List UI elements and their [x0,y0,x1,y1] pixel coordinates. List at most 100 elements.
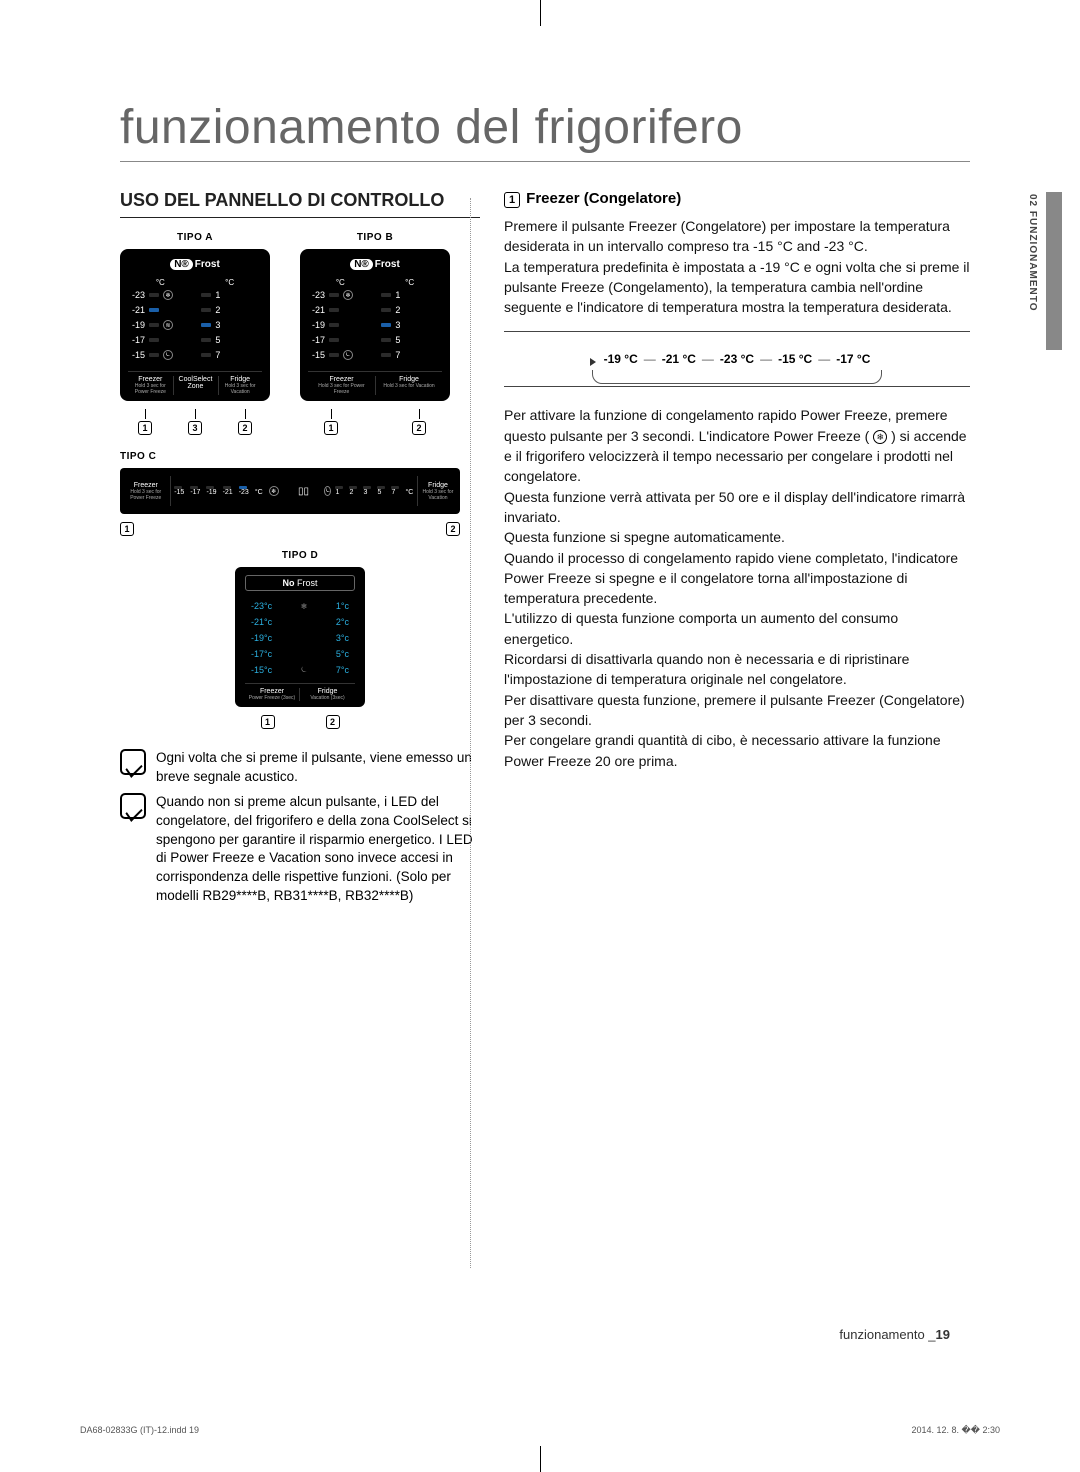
cycle-loop-line [592,370,883,384]
note-icon [120,793,146,819]
fridge-button[interactable]: FridgeHold 3 sec for Vacation [218,376,262,395]
power-freeze-p7: Per disattivare questa funzione, premere… [504,690,970,731]
panel-b-callouts: 1 2 [300,409,450,435]
freezer-intro-1: Premere il pulsante Freezer (Congelatore… [504,216,970,257]
fridge-temp-col: °C 1 2 3 5 7 [201,278,258,365]
freezer-intro-2: La temperatura predefinita è impostata a… [504,257,970,318]
led-icon [201,353,211,357]
fridge-temp-col: °C 1 2 3 5 7 [381,278,438,365]
nofrost-badge: N®Frost [308,259,442,270]
panel-d-callouts: 1 2 [235,715,365,729]
freezer-temp-col: °C -23❄ -21 -19 -17 -15⏾ [312,278,369,365]
vacation-icon: ⏾ [324,486,331,496]
power-freeze-p1: Per attivare la funzione di congelamento… [504,405,970,486]
print-file-info: DA68-02833G (IT)-12.indd 19 [80,1425,199,1436]
tipo-b-label: TIPO B [300,232,450,243]
panel-tipo-b-wrap: TIPO B N®Frost °C -23❄ -21 -19 -17 [300,232,450,435]
tipo-d-label: TIPO D [120,550,480,561]
led-icon [149,338,159,342]
left-column: USO DEL PANNELLO DI CONTROLLO TIPO A N®F… [120,190,480,906]
nofrost-badge: No Frost [245,575,355,591]
power-freeze-icon: ❄ [343,290,353,300]
panel-c-callouts: 1 2 [120,522,460,536]
led-icon [329,308,339,312]
led-icon [329,353,339,357]
power-freeze-icon: ❄ [269,486,279,496]
note-icon [120,749,146,775]
section-tab [1046,192,1062,350]
note-1: Ogni volta che si preme il pulsante, vie… [120,749,480,787]
led-icon [149,293,159,297]
vacation-icon: ⏾ [163,350,173,360]
power-freeze-p4: Quando il processo di congelamento rapid… [504,548,970,609]
section-tab-label: 02 FUNZIONAMENTO [1027,194,1038,312]
power-freeze-p2: Questa funzione verrà attivata per 50 or… [504,487,970,528]
divider [170,476,171,506]
power-freeze-p6: Ricordarsi di disattivarla quando non è … [504,649,970,690]
panel-tipo-c: Freezer Hold 3 sec for Power Freeze -15 … [120,468,460,514]
control-panel-heading: USO DEL PANNELLO DI CONTROLLO [120,190,480,218]
crop-mark-top [540,0,541,26]
led-icon [201,323,211,327]
led-icon [381,338,391,342]
nofrost-badge: N®Frost [128,259,262,270]
temperature-cycle-diagram: -19 °C— -21 °C— -23 °C— -15 °C— -17 °C [504,331,970,387]
fridge-button[interactable]: FridgeVacation (3sec) [300,688,355,701]
led-icon [329,293,339,297]
freezer-button[interactable]: Freezer Hold 3 sec for Power Freeze [126,482,166,501]
page-footer: funzionamento _19 [839,1327,950,1342]
print-marks: DA68-02833G (IT)-12.indd 19 2014. 12. 8.… [80,1425,1000,1436]
freezer-button[interactable]: FreezerHold 3 sec for Power Freeze [128,376,172,395]
page-title: funzionamento del frigorifero [120,100,970,162]
arrow-icon [590,358,596,366]
door-icon: ▯▯ [298,486,309,497]
right-column: 1 Freezer (Congelatore) Premere il pulsa… [504,190,970,906]
power-freeze-icon: ❄ [163,290,173,300]
coolselect-icon: ≋ [163,320,173,330]
column-divider [470,198,471,1268]
panel-d-buttons: FreezerPower Freeze (3sec) FridgeVacatio… [245,683,355,701]
fridge-button[interactable]: Fridge Hold 3 sec for Vacation [422,482,454,501]
panel-a-callouts: 1 3 2 [120,409,270,435]
print-timestamp: 2014. 12. 8. �� 2:30 [911,1425,1000,1436]
led-icon [201,293,211,297]
led-icon [149,323,159,327]
led-icon [329,323,339,327]
tipo-c-label: TIPO C [120,451,480,462]
power-freeze-icon: ❄ [298,602,310,611]
page-content: funzionamento del frigorifero 02 FUNZION… [120,100,970,906]
vacation-icon: ⏾ [343,350,353,360]
freezer-temp-col: °C -23❄ -21 -19≋ -17 -15⏾ [132,278,189,365]
panel-tipo-d: No Frost -23°c❄1°c -21°c2°c -19°c3°c -17… [235,567,365,707]
led-icon [201,338,211,342]
power-freeze-p8: Per congelare grandi quantità di cibo, è… [504,730,970,771]
freezer-scale: -15 -17 -19 -21 -23 °C ❄ [174,486,278,496]
power-freeze-icon: ❄ [873,430,887,444]
led-icon [201,308,211,312]
coolselect-button[interactable]: CoolSelect Zone [173,376,217,395]
note-2: Quando non si preme alcun pulsante, i LE… [120,793,480,906]
led-icon [149,308,159,312]
fridge-button[interactable]: FridgeHold 3 sec for Vacation [375,376,442,395]
panel-b-buttons: FreezerHold 3 sec for Power Freeze Fridg… [308,371,442,395]
freezer-section-heading: 1 Freezer (Congelatore) [504,190,970,208]
led-icon [381,308,391,312]
panel-tipo-a-wrap: TIPO A N®Frost °C -23❄ -21 -19≋ -17 [120,232,270,435]
crop-mark-bottom [540,1446,541,1472]
divider [417,476,418,506]
panel-tipo-b: N®Frost °C -23❄ -21 -19 -17 -15⏾ [300,249,450,401]
led-icon [329,338,339,342]
tipo-a-label: TIPO A [120,232,270,243]
led-icon [149,353,159,357]
power-freeze-p5: L'utilizzo di questa funzione comporta u… [504,608,970,649]
vacation-icon: ⏾ [298,665,310,675]
led-icon [381,293,391,297]
panel-a-buttons: FreezerHold 3 sec for Power Freeze CoolS… [128,371,262,395]
led-icon [381,353,391,357]
freezer-button[interactable]: FreezerHold 3 sec for Power Freeze [308,376,375,395]
led-icon [381,323,391,327]
fridge-scale: 1 2 3 5 7 °C [335,486,413,496]
freezer-button[interactable]: FreezerPower Freeze (3sec) [245,688,300,701]
power-freeze-p3: Questa funzione si spegne automaticament… [504,527,970,547]
panel-tipo-a: N®Frost °C -23❄ -21 -19≋ -17 -15⏾ [120,249,270,401]
